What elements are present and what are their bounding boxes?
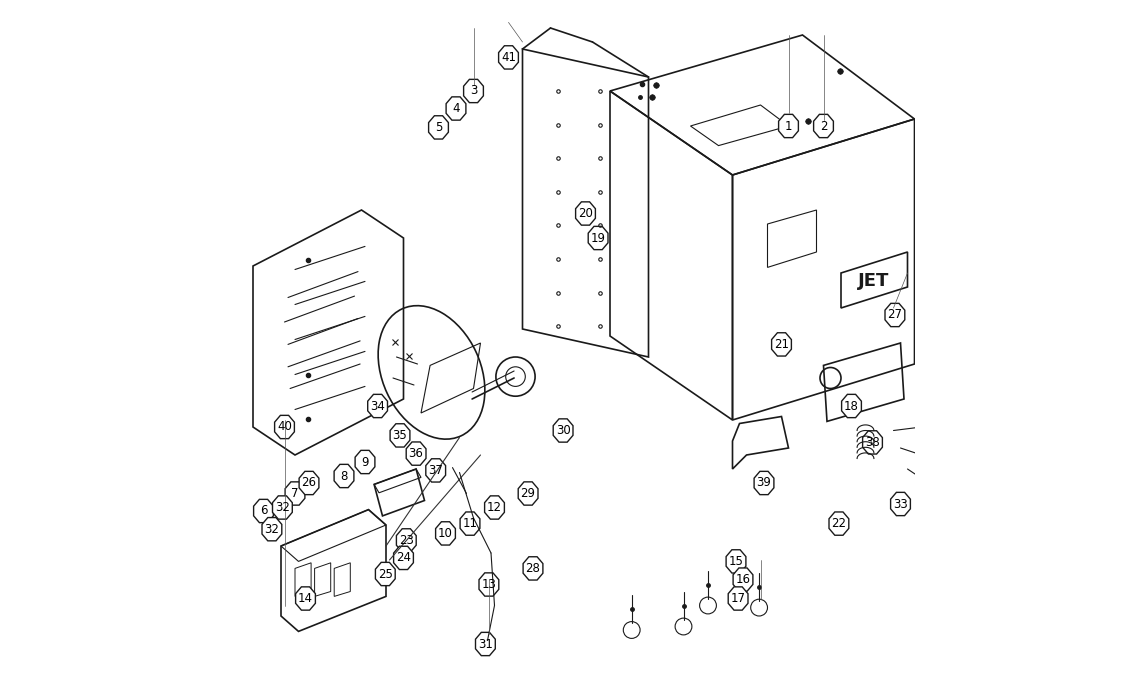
Text: 28: 28	[526, 562, 541, 575]
Polygon shape	[891, 492, 910, 516]
Polygon shape	[254, 499, 273, 523]
Text: 10: 10	[438, 527, 453, 540]
Text: 11: 11	[463, 517, 478, 530]
Polygon shape	[446, 97, 466, 120]
Text: 32: 32	[264, 523, 279, 536]
Polygon shape	[479, 573, 499, 596]
Text: 34: 34	[370, 400, 385, 412]
Text: 30: 30	[555, 424, 570, 437]
Polygon shape	[841, 252, 908, 308]
Polygon shape	[356, 450, 375, 474]
Polygon shape	[436, 522, 455, 545]
Polygon shape	[461, 512, 480, 536]
Text: 24: 24	[396, 552, 411, 564]
Polygon shape	[754, 471, 773, 495]
Text: 41: 41	[501, 51, 516, 64]
Text: 8: 8	[340, 470, 348, 482]
Polygon shape	[334, 464, 353, 488]
Text: 26: 26	[301, 477, 316, 489]
Polygon shape	[426, 458, 446, 482]
Polygon shape	[299, 471, 318, 495]
Polygon shape	[728, 587, 749, 610]
Polygon shape	[484, 496, 505, 519]
Polygon shape	[406, 442, 426, 466]
Polygon shape	[274, 415, 295, 439]
Text: 39: 39	[756, 477, 771, 489]
Polygon shape	[376, 562, 395, 586]
Text: 33: 33	[893, 498, 908, 510]
Polygon shape	[523, 556, 543, 580]
Text: 19: 19	[590, 232, 605, 244]
Polygon shape	[368, 394, 387, 418]
Text: 38: 38	[865, 436, 879, 449]
Polygon shape	[814, 114, 833, 138]
Text: 3: 3	[470, 85, 478, 97]
Polygon shape	[726, 550, 746, 573]
Text: JET: JET	[858, 272, 890, 290]
Text: 22: 22	[831, 517, 847, 530]
Polygon shape	[272, 496, 292, 519]
Text: 12: 12	[487, 501, 502, 514]
Text: 14: 14	[298, 592, 313, 605]
Polygon shape	[885, 303, 904, 327]
Text: 18: 18	[844, 400, 859, 412]
Polygon shape	[733, 568, 753, 592]
Polygon shape	[553, 419, 574, 442]
Text: 15: 15	[728, 555, 743, 568]
Text: 35: 35	[393, 429, 408, 442]
Polygon shape	[841, 394, 861, 418]
Text: 2: 2	[820, 120, 828, 132]
Text: 17: 17	[730, 592, 745, 605]
Polygon shape	[576, 202, 595, 225]
Text: 37: 37	[428, 464, 444, 477]
Polygon shape	[262, 517, 282, 541]
Text: 4: 4	[453, 102, 460, 115]
Polygon shape	[779, 114, 798, 138]
Polygon shape	[391, 424, 410, 447]
Text: 21: 21	[774, 338, 789, 351]
Polygon shape	[475, 632, 496, 656]
Polygon shape	[394, 546, 413, 570]
Polygon shape	[588, 226, 609, 250]
Text: 23: 23	[399, 534, 413, 547]
Polygon shape	[771, 332, 791, 356]
Text: 9: 9	[361, 456, 369, 468]
Polygon shape	[464, 79, 483, 103]
Text: 16: 16	[735, 573, 751, 586]
Polygon shape	[499, 46, 518, 69]
Polygon shape	[829, 512, 849, 536]
Text: 27: 27	[887, 309, 902, 321]
Polygon shape	[518, 482, 539, 505]
Text: 20: 20	[578, 207, 593, 220]
Text: 5: 5	[435, 121, 443, 134]
Polygon shape	[396, 528, 417, 552]
Text: 25: 25	[378, 568, 393, 580]
Text: 36: 36	[409, 447, 423, 460]
Polygon shape	[286, 482, 305, 505]
Polygon shape	[863, 430, 883, 454]
Text: 1: 1	[785, 120, 793, 132]
Polygon shape	[429, 116, 448, 139]
Text: 6: 6	[260, 505, 268, 517]
Text: 13: 13	[481, 578, 497, 591]
Text: 40: 40	[277, 421, 292, 433]
Text: 32: 32	[275, 501, 290, 514]
Text: 31: 31	[478, 638, 493, 650]
Polygon shape	[296, 587, 315, 610]
Text: 7: 7	[291, 487, 299, 500]
Text: 29: 29	[520, 487, 535, 500]
